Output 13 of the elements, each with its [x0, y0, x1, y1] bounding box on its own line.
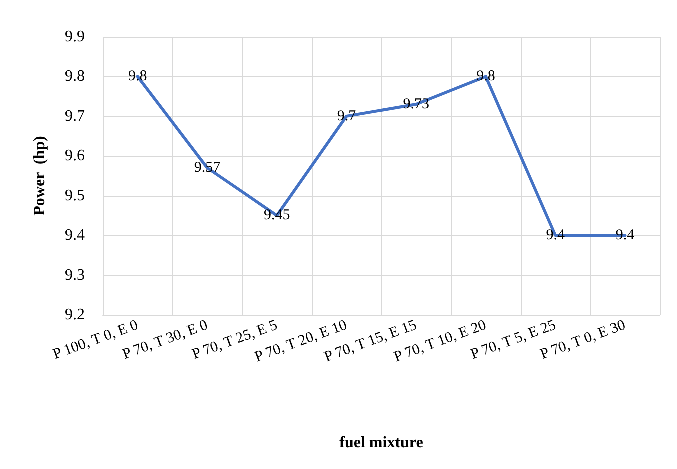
data-label: 9.45 — [264, 208, 290, 224]
y-tick-label: 9.5 — [65, 187, 85, 204]
y-axis-title: Power (hp) — [32, 136, 48, 216]
data-label: 9.4 — [616, 228, 636, 244]
data-label: 9.8 — [128, 68, 148, 85]
y-tick-label: 9.7 — [65, 108, 85, 125]
y-tick-label: 9.8 — [65, 68, 85, 86]
y-tick-label: 9.2 — [65, 306, 85, 324]
y-tick-label: 9.9 — [65, 28, 85, 46]
y-tick-label: 9.3 — [65, 266, 85, 284]
y-tick-label: 9.6 — [65, 148, 85, 165]
x-axis-title: fuel mixture — [340, 434, 424, 452]
y-tick-label: 9.4 — [65, 227, 85, 244]
